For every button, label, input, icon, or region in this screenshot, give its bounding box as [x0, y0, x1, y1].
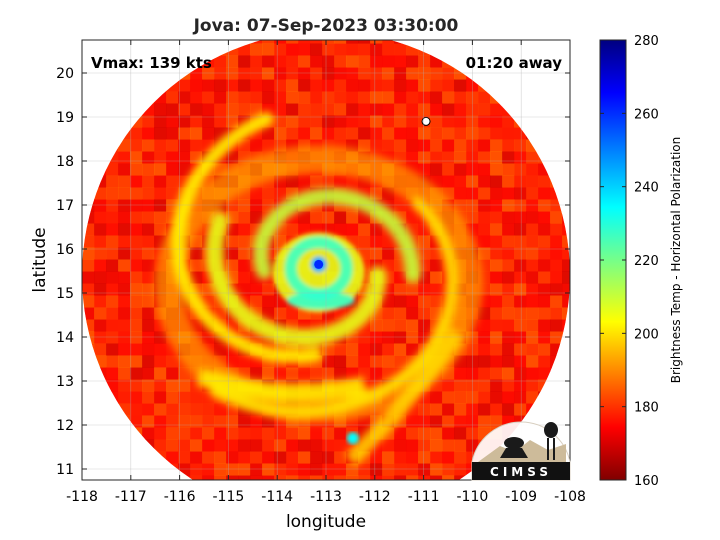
- colorbar-label: Brightness Temp - Horizontal Polarizatio…: [669, 137, 683, 384]
- x-tick-label: -114: [261, 489, 293, 505]
- eye: [314, 259, 324, 269]
- y-tick-label: 15: [56, 286, 74, 302]
- convective-cell: [346, 432, 359, 445]
- y-tick-label: 16: [56, 242, 74, 258]
- cimss-logo: CIMSS: [471, 421, 571, 481]
- colorbar-tick-label: 240: [634, 181, 659, 196]
- x-tick-label: -110: [457, 489, 489, 505]
- colorbar-ticks: 160 180 200 220 240 260 280: [600, 34, 659, 489]
- colorbar: [599, 39, 627, 481]
- island-marker: [421, 116, 431, 126]
- colorbar-tick-label: 280: [634, 34, 659, 49]
- x-tick-label: -111: [408, 489, 440, 505]
- y-axis-label: latitude: [30, 227, 50, 292]
- colorbar-tick-label: 260: [634, 107, 659, 122]
- y-tick-label: 17: [56, 198, 74, 214]
- logo-text: CIMSS: [490, 465, 552, 479]
- x-tick-label: -118: [66, 489, 98, 505]
- eyewall: [272, 232, 365, 313]
- x-tick-label: -115: [213, 489, 245, 505]
- y-tick-label: 19: [56, 110, 74, 126]
- chart-title: Jova: 07-Sep-2023 03:30:00: [193, 16, 459, 36]
- y-axis: 11 12 13 14 15 16 17 18 19 20: [56, 66, 570, 478]
- x-tick-label: -109: [505, 489, 537, 505]
- x-tick-label: -117: [115, 489, 147, 505]
- x-tick-label: -112: [359, 489, 391, 505]
- x-tick-label: -108: [554, 489, 586, 505]
- y-tick-label: 20: [56, 66, 74, 82]
- colorbar-tick-label: 220: [634, 254, 659, 269]
- y-tick-label: 14: [56, 330, 74, 346]
- y-tick-label: 12: [56, 418, 74, 434]
- x-axis-label: longitude: [286, 512, 366, 532]
- y-tick-label: 11: [56, 462, 74, 478]
- y-tick-label: 18: [56, 154, 74, 170]
- time-offset-annotation: 01:20 away: [466, 54, 563, 72]
- colorbar-tick-label: 180: [634, 401, 659, 416]
- x-axis: -118 -117 -116 -115 -114 -113 -112 -111 -110 -109…: [66, 40, 586, 505]
- colorbar-tick-label: 160: [634, 474, 659, 489]
- x-tick-label: -113: [310, 489, 342, 505]
- colorbar-tick-label: 200: [634, 327, 659, 342]
- vmax-annotation: Vmax: 139 kts: [91, 54, 212, 72]
- y-tick-label: 13: [56, 374, 74, 390]
- x-tick-label: -116: [164, 489, 196, 505]
